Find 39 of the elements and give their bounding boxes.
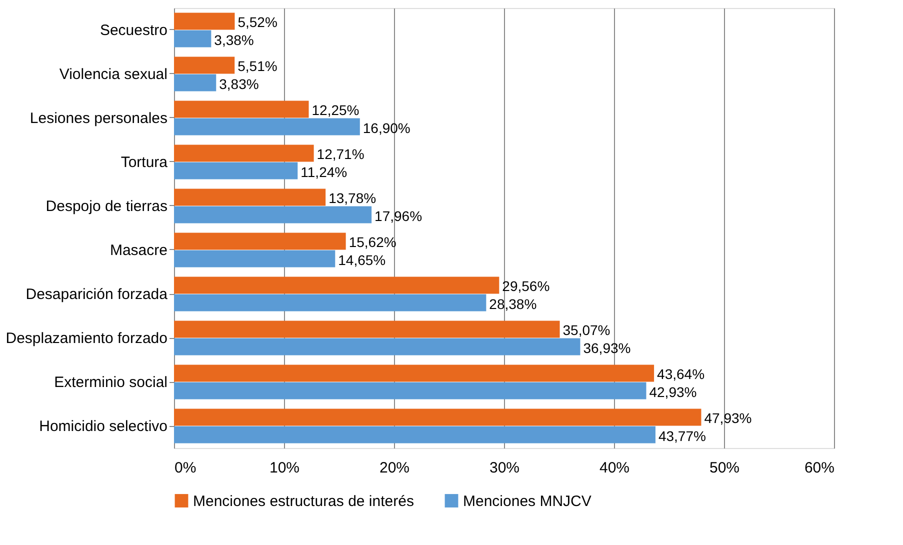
- data-label: 12,25%: [312, 102, 360, 118]
- x-tick-label: 10%: [269, 460, 300, 476]
- x-tick-label: 30%: [489, 460, 520, 476]
- x-tick-label: 60%: [804, 460, 834, 476]
- y-tick-label: Despojo de tierras: [46, 198, 168, 215]
- data-label: 11,24%: [300, 164, 348, 180]
- data-label: 12,71%: [316, 146, 364, 162]
- data-label: 43,64%: [657, 366, 705, 382]
- y-tick-label: Tortura: [120, 154, 168, 171]
- data-label: 28,38%: [489, 296, 537, 312]
- data-label: 5,51%: [238, 58, 278, 74]
- data-label: 16,90%: [362, 120, 410, 136]
- y-tick-label: Exterminio social: [54, 374, 168, 391]
- data-label: 13,78%: [328, 190, 376, 206]
- y-tick-label: Desplazamiento forzado: [6, 330, 168, 347]
- y-tick-label: Masacre: [110, 242, 168, 259]
- x-tick-label: 50%: [709, 460, 740, 476]
- x-tick-label: 0%: [174, 460, 196, 476]
- data-label: 14,65%: [338, 252, 386, 268]
- data-label: 42,93%: [649, 384, 697, 400]
- data-label: 15,62%: [348, 234, 396, 250]
- data-label: 17,96%: [374, 208, 422, 224]
- data-label: 47,93%: [704, 410, 752, 426]
- y-tick-label: Lesiones personales: [30, 110, 168, 127]
- legend-label: Menciones estructuras de interés: [193, 492, 414, 510]
- data-label: 5,52%: [238, 14, 278, 30]
- data-label: 35,07%: [562, 322, 610, 338]
- data-label: 3,83%: [219, 76, 259, 92]
- y-tick-label: Homicidio selectivo: [39, 418, 168, 435]
- data-label: 29,56%: [502, 278, 550, 294]
- legend-label: Menciones MNJCV: [463, 492, 592, 510]
- y-tick-label: Desaparición forzada: [26, 286, 168, 303]
- data-label: 3,38%: [214, 32, 254, 48]
- y-tick-label: Secuestro: [100, 22, 168, 39]
- x-tick-label: 20%: [379, 460, 410, 476]
- data-label: 36,93%: [583, 340, 631, 356]
- data-label: 43,77%: [658, 428, 706, 444]
- y-tick-label: Violencia sexual: [59, 66, 168, 83]
- x-tick-label: 40%: [599, 460, 630, 476]
